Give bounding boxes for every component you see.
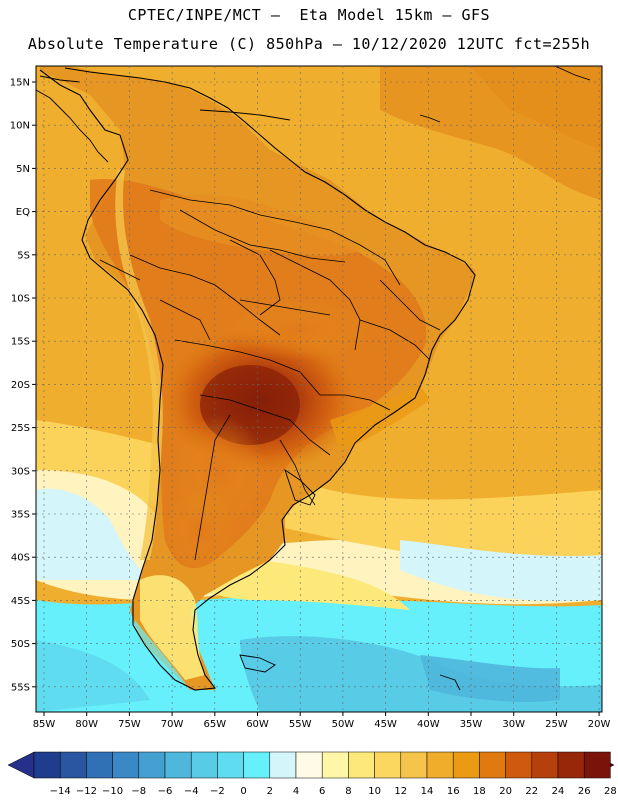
colorbar-cell	[583, 751, 611, 779]
colorbar-label: −6	[158, 786, 173, 797]
lat-tick-label: 5N	[16, 164, 30, 175]
colorbar-label: 18	[473, 786, 486, 797]
colorbar-cell	[243, 751, 271, 779]
lat-tick-label: 10S	[11, 294, 30, 305]
colorbar-label: 8	[345, 786, 351, 797]
colorbar-cell	[400, 751, 428, 779]
colorbar-cell	[217, 751, 244, 779]
lat-tick-label: 30S	[11, 466, 30, 477]
lon-tick-label: 70W	[161, 719, 184, 730]
lon-tick-label: 55W	[289, 719, 312, 730]
colorbar-label: 26	[578, 786, 591, 797]
colorbar-cell	[86, 751, 113, 779]
colorbar-cell	[452, 751, 480, 779]
lat-tick-label: 10N	[10, 121, 30, 132]
colorbar-label: 12	[394, 786, 407, 797]
lon-tick-label: 50W	[332, 719, 355, 730]
colorbar-cell	[269, 751, 297, 779]
colorbar-cell	[138, 751, 166, 779]
colorbar-label: 22	[525, 786, 538, 797]
lat-tick-label: 20S	[11, 380, 30, 391]
colorbar-label: −12	[76, 786, 97, 797]
colorbar-label: −2	[210, 786, 225, 797]
colorbar-label: 28	[604, 786, 617, 797]
lat-tick-label: 35S	[11, 510, 30, 521]
lon-tick-label: 20W	[588, 719, 611, 730]
colorbar-cell	[190, 751, 218, 779]
colorbar-label: −4	[184, 786, 199, 797]
colorbar-cell	[348, 751, 375, 779]
colorbar-label: −10	[102, 786, 123, 797]
colorbar-cell	[112, 751, 140, 779]
colorbar-cell	[531, 751, 559, 779]
lat-tick-label: 5S	[17, 250, 30, 261]
chart-title-line-1: CPTEC/INPE/MCT — Eta Model 15km — GFS	[127, 6, 491, 24]
lat-tick-label: 15N	[10, 78, 30, 89]
colorbar-cell	[426, 751, 454, 779]
colorbar-cell	[321, 751, 349, 779]
lon-tick-label: 40W	[417, 719, 440, 730]
lon-tick-label: 60W	[246, 719, 269, 730]
colorbar-cell	[33, 751, 61, 779]
lon-tick-label: 30W	[502, 719, 525, 730]
coastlines	[39, 67, 476, 691]
colorbar-label: 16	[447, 786, 460, 797]
longitude-axis: 85W 80W 75W 70W 65W 60W 55W 50W 45W 40W 35W 30W 25W 2…	[33, 712, 611, 730]
colorbar-label: 24	[552, 786, 565, 797]
lon-tick-label: 80W	[75, 719, 98, 730]
colorbar-label: 10	[368, 786, 381, 797]
lon-tick-label: 75W	[118, 719, 141, 730]
colorbar-cell	[59, 751, 87, 779]
colorbar-label: 20	[499, 786, 512, 797]
chart-title-line-2: Absolute Temperature (C) 850hPa — 10/12/…	[27, 35, 591, 53]
colorbar-cell	[374, 751, 402, 779]
colorbar-cell	[295, 751, 323, 779]
colorbar-cell	[479, 751, 506, 779]
latitude-axis: 15N 10N 5N EQ 5S 10S 15S 20S 25S 30S 35S 40S 45S 50S 5…	[10, 78, 36, 693]
colorbar-label: 0	[240, 786, 246, 797]
lon-tick-label: 35W	[460, 719, 483, 730]
colorbar-cell	[164, 751, 192, 779]
colorbar-label: 6	[319, 786, 325, 797]
colorbar-underflow-arrow	[7, 751, 35, 779]
colorbar-label: 4	[293, 786, 299, 797]
colorbar-cell	[557, 751, 585, 779]
country-borders	[99, 189, 441, 561]
temperature-colorbar: −14 −12 −10 −8 −6 −4 −2 0 2 4 6 8 10 12 14 16 18 20 22 24 26…	[7, 751, 617, 797]
colorbar-label: 2	[267, 786, 273, 797]
map-gridlines	[36, 66, 602, 712]
lat-tick-label: 25S	[11, 423, 30, 434]
lat-tick-label: 15S	[11, 337, 30, 348]
lat-tick-label: EQ	[16, 207, 30, 218]
map-plot-area	[36, 66, 602, 712]
colorbar-label: −8	[131, 786, 146, 797]
colorbar-cell	[505, 751, 533, 779]
lat-tick-label: 55S	[11, 682, 30, 693]
lat-tick-label: 50S	[11, 639, 30, 650]
lon-tick-label: 65W	[203, 719, 226, 730]
lon-tick-label: 25W	[545, 719, 568, 730]
lat-tick-label: 40S	[11, 553, 30, 564]
plot-frame	[35, 65, 603, 713]
lon-tick-label: 45W	[374, 719, 397, 730]
colorbar-label: 14	[421, 786, 434, 797]
colorbar-label: −14	[50, 786, 71, 797]
lon-tick-label: 85W	[33, 719, 56, 730]
lat-tick-label: 45S	[11, 596, 30, 607]
